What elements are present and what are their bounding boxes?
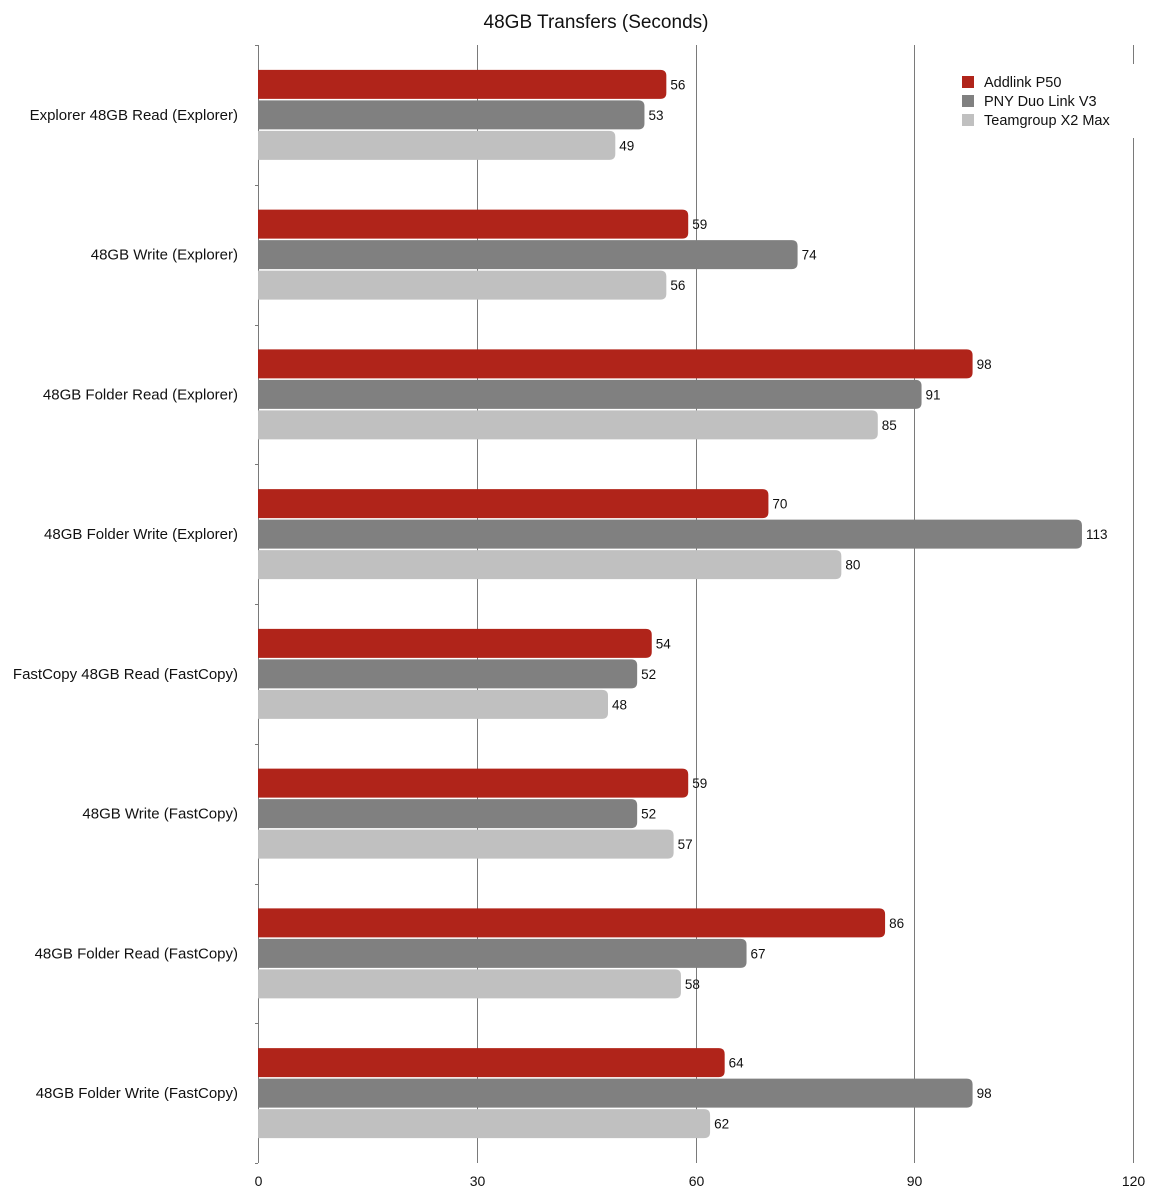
bar-pny-duo-link-v3 (258, 659, 638, 689)
legend-label: Addlink P50 (984, 75, 1061, 91)
data-label: 98 (977, 357, 992, 372)
category-label: FastCopy 48GB Read (FastCopy) (13, 666, 238, 683)
bar-addlink-p50 (258, 628, 652, 658)
legend-swatch (962, 95, 974, 107)
bar-teamgroup-x2-max (258, 969, 681, 999)
bar-teamgroup-x2-max (258, 410, 878, 440)
x-tick-label: 0 (255, 1173, 263, 1189)
bars (258, 69, 1082, 1139)
bar-addlink-p50 (258, 1048, 725, 1078)
data-label: 59 (692, 776, 707, 791)
bar-addlink-p50 (258, 349, 973, 379)
bar-teamgroup-x2-max (258, 130, 616, 160)
chart-title: 48GB Transfers (Seconds) (484, 12, 709, 33)
category-label: Explorer 48GB Read (Explorer) (30, 107, 238, 124)
data-label: 62 (714, 1117, 729, 1132)
data-label: 85 (882, 418, 897, 433)
data-label: 54 (656, 636, 672, 651)
category-label: 48GB Write (Explorer) (91, 247, 238, 264)
data-label: 86 (889, 916, 904, 931)
bar-pny-duo-link-v3 (258, 519, 1082, 549)
legend: Addlink P50 PNY Duo Link V3 Teamgroup X2 M… (944, 64, 1134, 138)
data-label: 98 (977, 1086, 992, 1101)
legend-background (944, 64, 1134, 138)
data-label: 52 (641, 807, 656, 822)
legend-label: Teamgroup X2 Max (984, 113, 1110, 129)
category-label: 48GB Folder Write (Explorer) (44, 526, 238, 543)
data-label: 48 (612, 697, 627, 712)
data-label: 113 (1086, 527, 1108, 542)
bar-teamgroup-x2-max (258, 550, 842, 580)
bar-addlink-p50 (258, 908, 886, 938)
x-tick-label: 30 (470, 1173, 486, 1189)
data-label: 57 (678, 837, 693, 852)
category-label: 48GB Folder Read (Explorer) (43, 386, 238, 403)
data-label: 56 (670, 278, 685, 293)
bar-pny-duo-link-v3 (258, 100, 645, 130)
category-label: 48GB Write (FastCopy) (82, 806, 238, 823)
bar-pny-duo-link-v3 (258, 379, 922, 409)
bar-teamgroup-x2-max (258, 829, 674, 859)
bar-teamgroup-x2-max (258, 689, 608, 719)
data-label: 59 (692, 217, 707, 232)
data-label: 64 (729, 1056, 745, 1071)
data-label: 80 (845, 558, 860, 573)
data-label: 74 (802, 248, 818, 263)
data-label: 67 (751, 946, 766, 961)
data-label: 58 (685, 977, 700, 992)
bar-pny-duo-link-v3 (258, 938, 747, 968)
labels: 0 30 60 90 120 56 53 49 Explorer 48GB Read (Expl… (13, 77, 1145, 1189)
x-tick-label: 60 (689, 1173, 705, 1189)
bar-teamgroup-x2-max (258, 270, 667, 300)
bar-pny-duo-link-v3 (258, 1078, 973, 1108)
data-label: 52 (641, 667, 656, 682)
data-label: 56 (670, 77, 685, 92)
category-label: 48GB Folder Write (FastCopy) (36, 1085, 238, 1102)
data-label: 91 (926, 387, 941, 402)
bar-addlink-p50 (258, 768, 689, 798)
x-tick-label: 120 (1122, 1173, 1146, 1189)
legend-swatch (962, 76, 974, 88)
data-label: 53 (648, 108, 663, 123)
data-label: 70 (772, 497, 787, 512)
bar-addlink-p50 (258, 69, 667, 99)
bar-pny-duo-link-v3 (258, 240, 798, 270)
bar-pny-duo-link-v3 (258, 799, 638, 829)
bar-addlink-p50 (258, 489, 769, 519)
bar-teamgroup-x2-max (258, 1109, 711, 1139)
bar-addlink-p50 (258, 209, 689, 239)
category-label: 48GB Folder Read (FastCopy) (35, 945, 238, 962)
x-tick-label: 90 (907, 1173, 923, 1189)
legend-label: PNY Duo Link V3 (984, 94, 1097, 110)
data-label: 49 (619, 138, 634, 153)
legend-swatch (962, 114, 974, 126)
